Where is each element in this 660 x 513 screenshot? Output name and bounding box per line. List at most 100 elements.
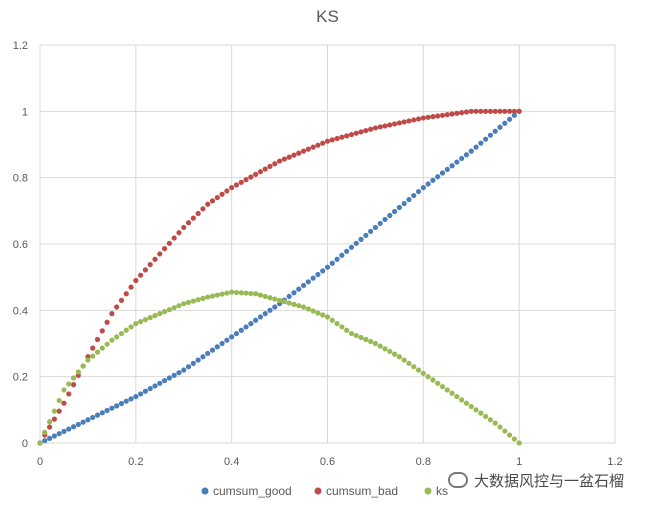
point-cumsum-good — [353, 240, 359, 246]
point-ks — [161, 309, 168, 315]
point-ks — [353, 332, 359, 339]
point-cumsum-good — [181, 367, 187, 373]
point-cumsum-good — [171, 372, 177, 378]
point-cumsum-bad — [454, 110, 460, 116]
point-cumsum-good — [267, 307, 273, 313]
point-cumsum-good — [348, 244, 355, 250]
legend-label-ks: ks — [436, 484, 448, 498]
point-cumsum-good — [454, 159, 460, 165]
point-cumsum-good — [372, 224, 379, 231]
point-cumsum-bad — [51, 416, 57, 422]
point-cumsum-bad — [104, 319, 110, 325]
point-cumsum-good — [415, 188, 422, 195]
point-cumsum-bad — [66, 391, 72, 397]
y-tick-label: 0.8 — [13, 173, 28, 185]
point-ks — [66, 381, 72, 387]
point-cumsum-bad — [492, 108, 498, 114]
point-cumsum-bad — [449, 111, 455, 117]
point-ks — [238, 290, 244, 296]
point-ks — [37, 440, 43, 446]
point-cumsum-bad — [276, 158, 283, 164]
point-cumsum-bad — [152, 256, 158, 262]
point-ks — [166, 307, 172, 313]
point-cumsum-good — [506, 116, 513, 122]
point-cumsum-bad — [511, 108, 517, 114]
point-cumsum-good — [205, 350, 211, 357]
point-cumsum-good — [90, 414, 96, 421]
point-cumsum-bad — [487, 108, 494, 114]
point-cumsum-good — [75, 421, 81, 428]
point-cumsum-good — [94, 412, 101, 418]
point-ks — [190, 298, 196, 304]
point-cumsum-bad — [444, 112, 450, 118]
point-ks — [281, 299, 287, 305]
point-cumsum-bad — [382, 123, 388, 129]
point-cumsum-good — [200, 354, 206, 360]
point-cumsum-good — [387, 212, 393, 219]
point-cumsum-good — [305, 279, 311, 285]
point-ks — [257, 292, 264, 298]
point-cumsum-bad — [90, 345, 96, 351]
point-ks — [329, 317, 335, 323]
point-cumsum-good — [51, 433, 57, 439]
point-ks — [511, 436, 517, 442]
point-ks — [70, 375, 77, 381]
point-ks — [147, 315, 153, 321]
point-cumsum-bad — [329, 137, 335, 143]
point-cumsum-bad — [229, 185, 235, 191]
point-cumsum-good — [133, 393, 139, 400]
point-cumsum-good — [142, 388, 149, 394]
point-cumsum-good — [411, 192, 417, 199]
point-ks — [348, 330, 355, 337]
point-cumsum-good — [487, 132, 494, 138]
watermark-text: 大数据风控与一盆石榴 — [474, 472, 625, 490]
point-cumsum-bad — [415, 116, 422, 122]
point-ks — [444, 387, 450, 393]
point-cumsum-good — [219, 340, 225, 347]
point-ks — [439, 384, 446, 390]
y-tick-label: 0.6 — [13, 239, 28, 251]
point-cumsum-good — [391, 208, 398, 215]
point-cumsum-good — [468, 148, 474, 154]
point-cumsum-bad — [305, 146, 311, 152]
point-ks — [85, 357, 91, 363]
point-cumsum-good — [358, 236, 364, 242]
point-cumsum-bad — [344, 133, 350, 139]
point-ks — [420, 370, 426, 376]
point-cumsum-good — [109, 405, 115, 411]
x-tick-label: 0 — [37, 456, 43, 468]
point-cumsum-bad — [219, 191, 225, 197]
x-tick-label: 1.2 — [607, 456, 622, 468]
point-ks — [468, 403, 474, 410]
point-cumsum-bad — [291, 152, 297, 158]
point-cumsum-bad — [430, 114, 436, 120]
point-cumsum-good — [497, 124, 503, 130]
point-cumsum-good — [123, 398, 129, 404]
point-cumsum-good — [56, 431, 62, 437]
point-cumsum-good — [396, 204, 402, 211]
point-cumsum-bad — [387, 122, 393, 128]
point-cumsum-good — [439, 170, 446, 176]
point-cumsum-bad — [233, 182, 240, 188]
point-cumsum-good — [483, 136, 489, 142]
point-ks — [449, 390, 455, 396]
point-cumsum-bad — [61, 400, 67, 406]
point-ks — [61, 387, 67, 393]
point-cumsum-bad — [248, 174, 254, 180]
point-cumsum-good — [272, 304, 278, 310]
point-ks — [104, 341, 110, 347]
x-tick-label: 0.8 — [416, 456, 431, 468]
point-ks — [411, 364, 417, 370]
point-cumsum-bad — [368, 126, 374, 132]
point-cumsum-bad — [396, 120, 402, 126]
point-cumsum-good — [195, 357, 201, 363]
point-ks — [291, 301, 297, 307]
point-ks — [90, 353, 96, 359]
point-cumsum-good — [296, 286, 302, 292]
point-ks — [324, 314, 331, 320]
point-cumsum-good — [243, 324, 249, 330]
point-ks — [114, 334, 120, 340]
point-ks — [51, 408, 57, 414]
point-cumsum-good — [224, 337, 230, 343]
point-cumsum-good — [339, 252, 345, 258]
